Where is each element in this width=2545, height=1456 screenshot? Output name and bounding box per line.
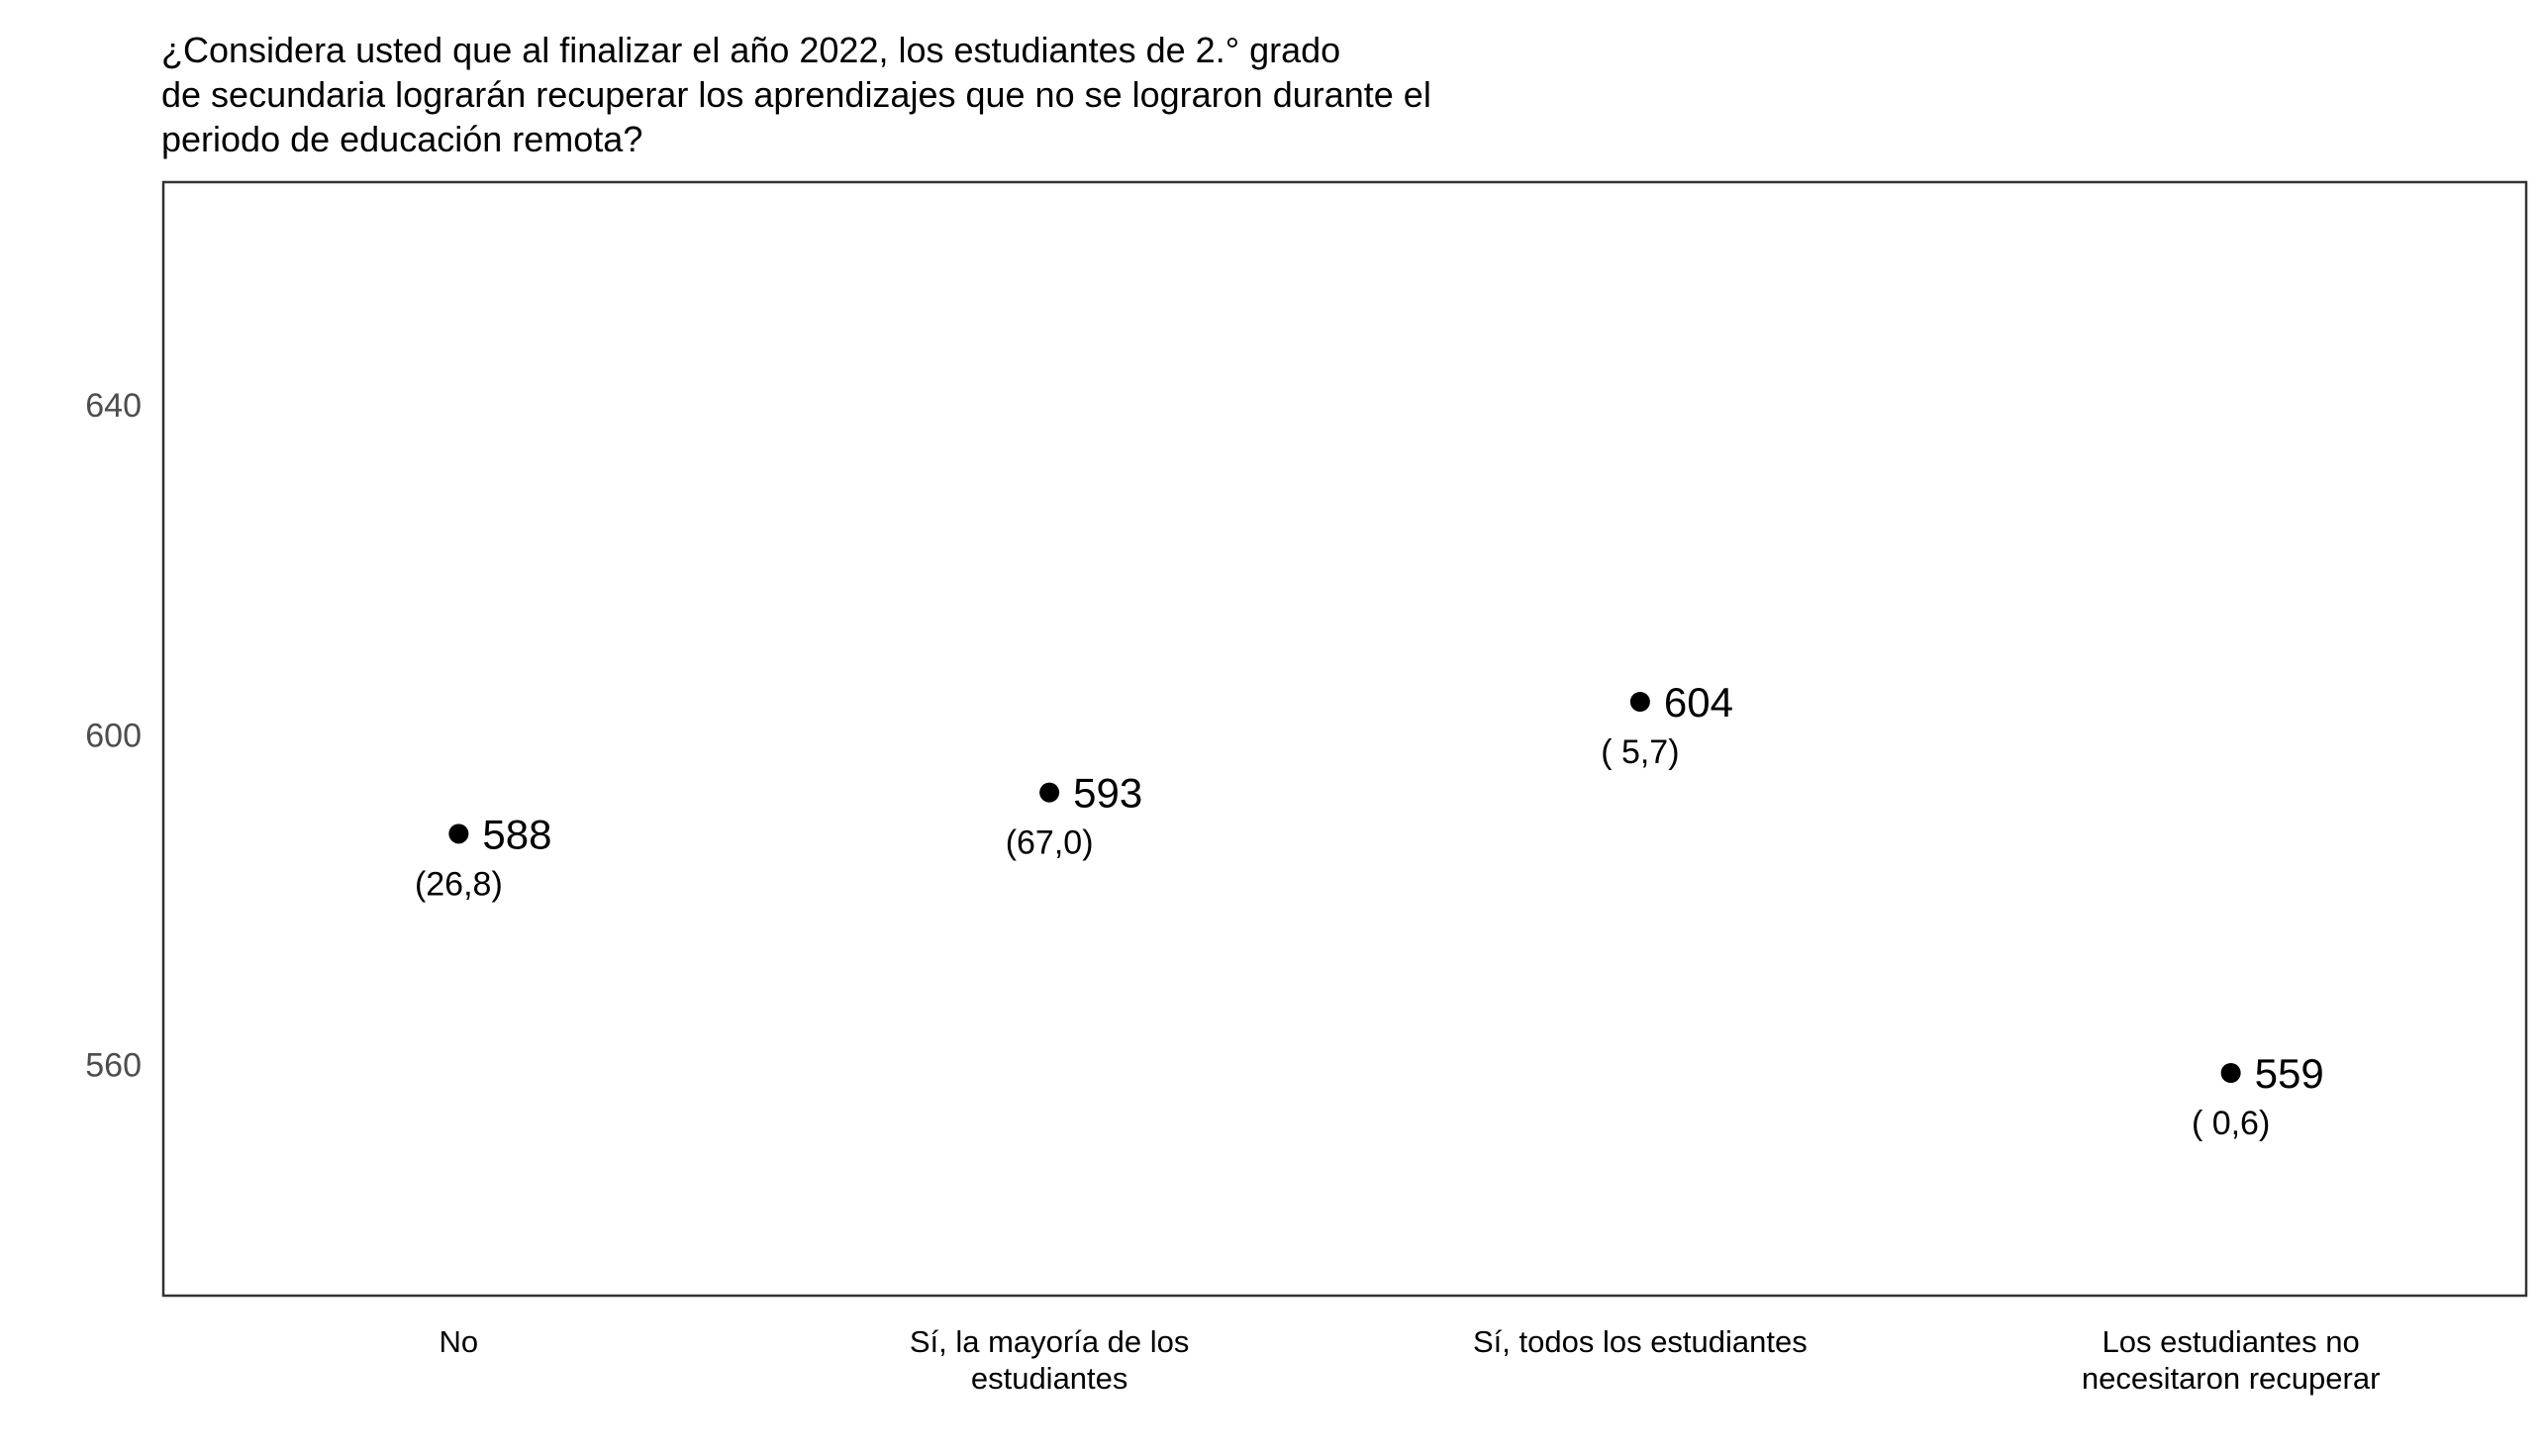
data-label-percent: ( 5,7) <box>1601 733 1679 771</box>
data-label-value: 604 <box>1664 679 1733 726</box>
y-axis: 560 600 640 <box>85 387 142 1085</box>
data-point <box>1629 692 1650 712</box>
y-tick-label: 560 <box>85 1047 142 1085</box>
data-point <box>2220 1063 2241 1083</box>
chart-title: ¿Considera usted que al finalizar el año… <box>161 30 1431 159</box>
data-label-value: 559 <box>2255 1050 2324 1097</box>
data-label-value: 593 <box>1073 770 1142 817</box>
x-tick-label: Sí, todos los estudiantes <box>1473 1324 1808 1359</box>
data-points: 588 (26,8) 593 (67,0) 604 ( 5,7) 559 ( 0,6) <box>415 679 2324 1142</box>
y-tick-label: 640 <box>85 387 142 425</box>
data-label-value: 588 <box>482 811 551 857</box>
x-tick-label: Sí, la mayoría de los estudiantes <box>910 1324 1190 1396</box>
x-tick-label: No <box>440 1324 479 1359</box>
data-point <box>1039 782 1060 803</box>
data-label-percent: (67,0) <box>1006 825 1094 862</box>
data-label-percent: ( 0,6) <box>2192 1105 2270 1142</box>
x-axis: No Sí, la mayoría de los estudiantes Sí, to… <box>440 1324 2381 1396</box>
x-tick-label: Los estudiantes no necesitaron recuperar <box>2082 1324 2381 1396</box>
data-label-percent: (26,8) <box>415 865 503 903</box>
data-point <box>448 824 469 844</box>
y-tick-label: 600 <box>85 717 142 754</box>
plot-panel-border <box>161 180 2528 1298</box>
